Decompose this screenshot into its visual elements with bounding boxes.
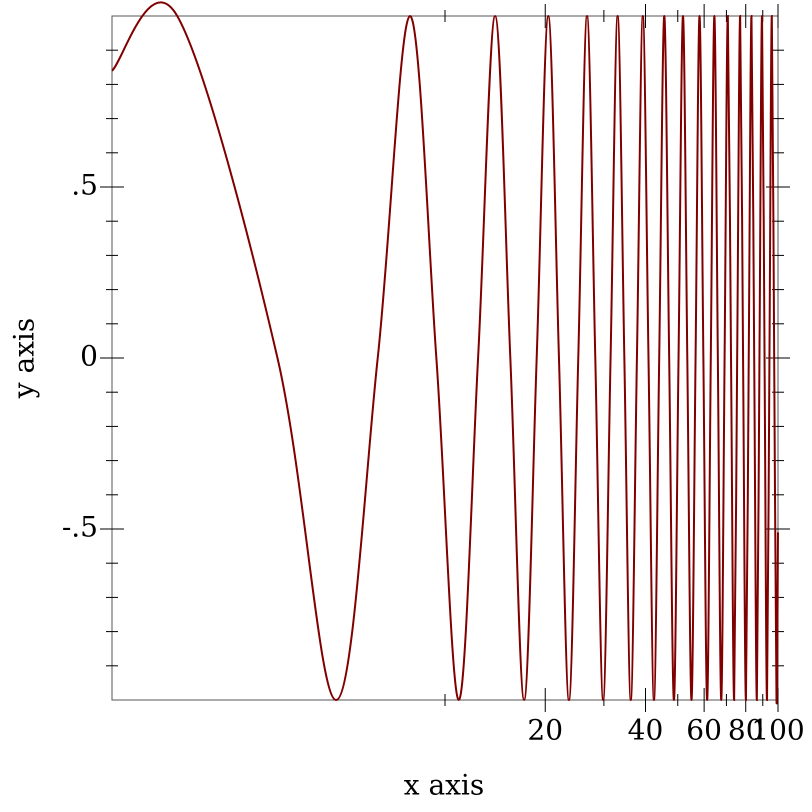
x-tick-label: 100 xyxy=(751,714,804,747)
x-tick-label: 80 xyxy=(728,714,764,747)
line-series xyxy=(111,1,779,705)
x-axis-title: x axis xyxy=(404,769,485,802)
x-tick-label: 20 xyxy=(527,714,563,747)
y-tick-label: .5 xyxy=(71,169,98,202)
y-tick-label: 0 xyxy=(80,340,98,373)
x-tick-label: 40 xyxy=(628,714,664,747)
y-axis-title: y axis xyxy=(8,318,41,400)
x-tick-label: 60 xyxy=(686,714,722,747)
y-tick-label: -.5 xyxy=(62,511,98,544)
